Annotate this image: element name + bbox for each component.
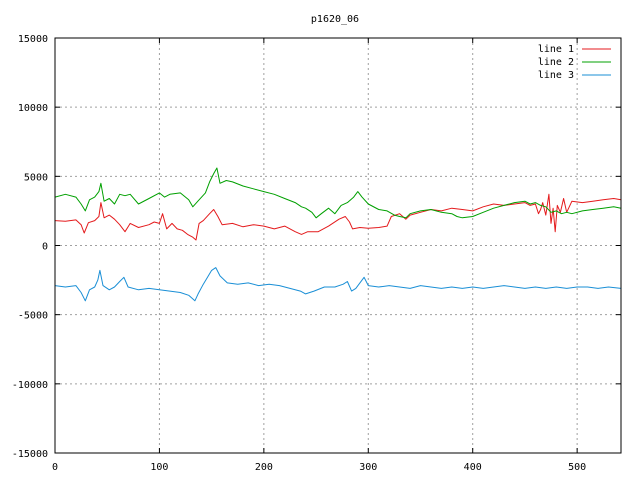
series-line-1 <box>54 193 622 241</box>
x-tick-label: 100 <box>150 462 168 473</box>
chart-title: p1620_06 <box>311 14 359 25</box>
plot-frame <box>54 37 622 454</box>
x-tick-label: 300 <box>359 462 377 473</box>
x-tick-label: 0 <box>52 462 58 473</box>
legend: line 1 line 2 line 3 <box>538 44 611 81</box>
legend-label-3: line 3 <box>538 70 574 81</box>
y-tick-label: -15000 <box>12 449 48 460</box>
y-tick-label: 5000 <box>24 172 48 183</box>
legend-label-1: line 1 <box>538 44 574 55</box>
series-line-2 <box>54 167 622 219</box>
y-tick-label: -10000 <box>12 380 48 391</box>
grid <box>55 38 621 453</box>
legend-label-2: line 2 <box>538 57 574 68</box>
axis-ticks: 0 100 200 300 400 500 -15000 -10000 -5000 0 5000 10… <box>12 34 621 473</box>
series-group <box>54 167 622 302</box>
x-tick-label: 400 <box>464 462 482 473</box>
y-tick-label: 0 <box>42 242 48 253</box>
series-line-3 <box>54 267 622 302</box>
y-tick-label: 15000 <box>18 34 48 45</box>
x-tick-label: 200 <box>255 462 273 473</box>
y-tick-label: 10000 <box>18 103 48 114</box>
y-tick-label: -5000 <box>18 311 48 322</box>
x-tick-label: 500 <box>568 462 586 473</box>
